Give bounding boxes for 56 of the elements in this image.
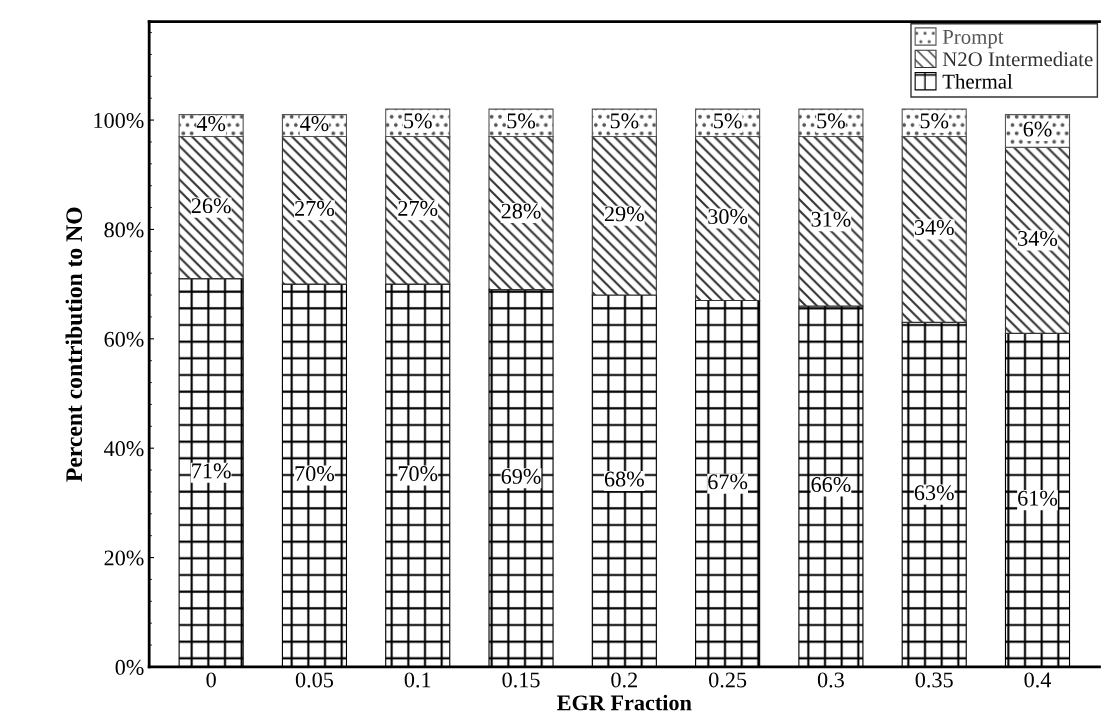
data-label: 29% <box>604 206 644 222</box>
x-tick-label: 0.15 <box>502 672 540 688</box>
y-tick-label: 0% <box>115 659 144 675</box>
data-label: 34% <box>914 220 954 236</box>
bar <box>488 135 554 291</box>
data-label: 66% <box>811 477 851 493</box>
data-label: 63% <box>914 485 954 501</box>
data-label: 6% <box>1023 121 1052 137</box>
bar <box>178 135 244 280</box>
data-label: 4% <box>300 116 329 132</box>
data-label: 4% <box>196 116 226 132</box>
y-tick-label: 20% <box>104 550 144 566</box>
data-label: 30% <box>708 209 748 225</box>
y-axis-title: Percent contribution to NO <box>65 207 83 482</box>
text: N2O Intermediate <box>942 51 1093 67</box>
data-label: 31% <box>811 211 851 227</box>
bar <box>901 135 967 323</box>
data-label: 5% <box>610 113 639 129</box>
data-label: 71% <box>192 463 231 479</box>
x-tick-label: 0.2 <box>611 672 637 688</box>
data-label: 27% <box>398 200 438 216</box>
data-label: 28% <box>501 203 541 219</box>
y-tick-label: 100% <box>94 113 144 129</box>
data-label: 61% <box>1018 490 1058 506</box>
x-tick-label: 0.35 <box>915 672 953 688</box>
data-label: 27% <box>295 200 335 216</box>
text: Prompt <box>942 30 1004 49</box>
bar <box>591 135 657 296</box>
x-tick-label: 0.3 <box>817 672 844 688</box>
x-axis-title: EGR Fraction <box>557 694 692 711</box>
bar <box>798 135 864 307</box>
data-label: 67% <box>708 474 748 490</box>
x-tick-label: 0.05 <box>295 672 334 688</box>
x-tick-label: 0.4 <box>1024 672 1052 688</box>
x-tick-label: 0.1 <box>404 672 431 688</box>
y-tick-label: 60% <box>104 331 144 347</box>
bar <box>1004 146 1071 334</box>
bar <box>385 135 451 285</box>
data-label: 5% <box>714 113 742 129</box>
data-label: 34% <box>1018 230 1058 247</box>
data-label: 5% <box>920 113 949 129</box>
bar <box>281 135 348 285</box>
bar <box>695 135 761 302</box>
data-label: 68% <box>604 471 644 487</box>
y-tick-label: 80% <box>104 222 144 238</box>
data-label: 5% <box>817 113 845 129</box>
text: Thermal <box>942 73 1013 89</box>
y-tick-label: 40% <box>104 441 144 457</box>
data-label: 5% <box>507 113 536 129</box>
x-tick-label: 0 <box>206 672 216 688</box>
data-label: 5% <box>404 113 432 129</box>
x-tick-label: 0.25 <box>709 672 747 688</box>
data-label: 70% <box>295 466 335 482</box>
data-label: 69% <box>501 468 541 484</box>
data-label: 70% <box>398 466 438 482</box>
data-label: 26% <box>191 198 231 214</box>
